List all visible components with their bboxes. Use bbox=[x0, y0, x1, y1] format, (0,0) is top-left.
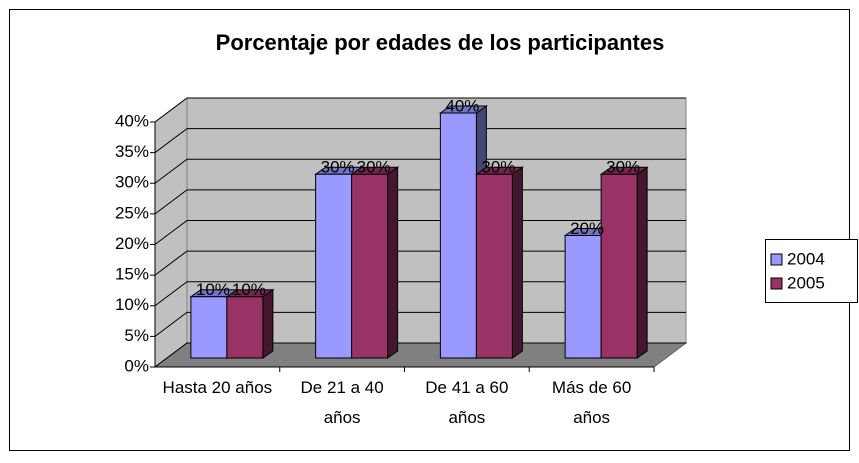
x-tick-label: Hasta 20 años bbox=[162, 378, 273, 397]
y-tick-label: 35% bbox=[115, 142, 149, 161]
bar-front bbox=[439, 112, 477, 359]
bar-front bbox=[600, 173, 638, 359]
x-tick-label-box: Más de 60 años bbox=[551, 378, 632, 427]
bar bbox=[474, 166, 524, 359]
value-label: 30% bbox=[321, 158, 355, 177]
y-tick-label: 15% bbox=[115, 265, 149, 284]
legend-box bbox=[765, 239, 858, 303]
y-tick-label: 40% bbox=[115, 111, 149, 130]
grid-line bbox=[154, 128, 686, 154]
legend-swatch bbox=[770, 277, 783, 290]
bar-front bbox=[226, 296, 264, 359]
y-tick-label: 25% bbox=[115, 203, 149, 222]
value-label: 30% bbox=[481, 158, 515, 177]
bar-front bbox=[564, 235, 602, 359]
x-tick-label-box: De 21 a 40 años bbox=[300, 378, 384, 427]
value-label: 10% bbox=[232, 280, 266, 299]
bar-front bbox=[475, 173, 513, 359]
y-tick-label: 20% bbox=[115, 234, 149, 253]
value-label: 10% bbox=[196, 280, 230, 299]
legend-swatch bbox=[770, 253, 783, 266]
chart-title: Porcentaje por edades de los participant… bbox=[216, 30, 665, 55]
bar bbox=[350, 166, 400, 359]
bar-side bbox=[387, 166, 399, 359]
y-tick-label: 5% bbox=[124, 326, 149, 345]
value-label: 30% bbox=[606, 158, 640, 177]
bar bbox=[599, 166, 649, 359]
bar bbox=[225, 288, 275, 359]
bar-side bbox=[262, 288, 274, 359]
value-label: 40% bbox=[445, 96, 479, 115]
bar-front bbox=[315, 173, 353, 359]
legend-label: 2005 bbox=[787, 273, 825, 292]
y-tick-label: 10% bbox=[115, 295, 149, 314]
bar-side bbox=[511, 166, 523, 359]
bar-front bbox=[190, 296, 228, 359]
legend-label: 2004 bbox=[787, 249, 825, 268]
value-label: 20% bbox=[570, 219, 604, 238]
y-tick-label: 30% bbox=[115, 173, 149, 192]
grid-line bbox=[154, 97, 686, 123]
x-tick-label-box: De 41 a 60 años bbox=[425, 378, 509, 427]
grid-line bbox=[154, 158, 686, 184]
y-tick-label: 0% bbox=[124, 356, 149, 375]
x-tick-label: De 41 a 60 años bbox=[425, 378, 509, 427]
value-label: 30% bbox=[357, 158, 391, 177]
bar-front bbox=[351, 173, 389, 359]
bar-side bbox=[636, 166, 648, 359]
bar bbox=[438, 105, 488, 359]
x-tick-label: Más de 60 años bbox=[551, 378, 632, 427]
x-tick-label-box: Hasta 20 años bbox=[162, 378, 273, 397]
x-tick-label: De 21 a 40 años bbox=[300, 378, 384, 427]
